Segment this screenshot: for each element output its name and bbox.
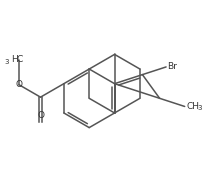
Text: H: H — [11, 55, 18, 64]
Text: CH: CH — [186, 102, 199, 111]
Text: 3: 3 — [197, 105, 202, 111]
Text: Br: Br — [167, 62, 177, 72]
Text: O: O — [16, 80, 22, 89]
Text: O: O — [37, 111, 44, 120]
Text: 3: 3 — [5, 59, 9, 65]
Text: C: C — [16, 55, 22, 64]
